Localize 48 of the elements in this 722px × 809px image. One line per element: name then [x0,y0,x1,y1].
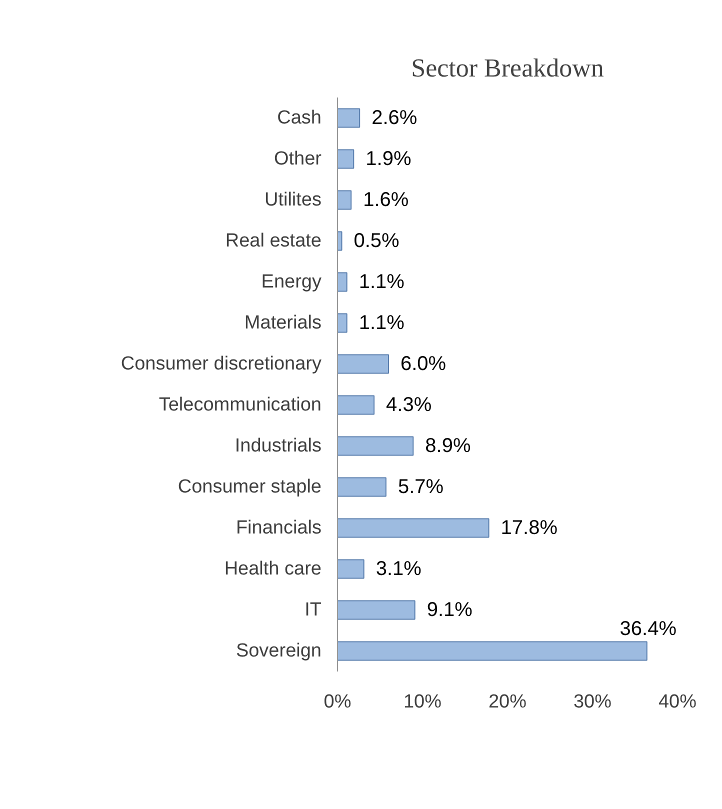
data-label: 9.1% [426,599,473,621]
bar [338,559,364,579]
y-tick-label: Real estate [225,230,322,252]
chart-title: Sector Breakdown [411,54,604,82]
bar [338,395,375,415]
bar [338,518,490,538]
bar [338,641,648,661]
bar [338,272,348,292]
data-label: 1.1% [358,271,405,293]
y-tick-label: Materials [244,312,322,334]
y-tick-label: Consumer staple [178,476,322,498]
bar [338,190,352,210]
data-label: 5.7% [398,476,444,498]
data-label: 6.0% [400,353,446,375]
x-tick-label: 0% [324,692,352,712]
y-tick-label: Cash [277,108,322,128]
data-label: 3.1% [376,558,422,580]
bar [338,600,416,620]
data-label: 0.5% [354,230,400,252]
data-label: 1.9% [366,148,412,170]
y-tick-label: Telecommunication [158,394,322,416]
data-label: 36.4% [620,618,677,640]
bar [338,313,348,333]
y-tick-label: IT [304,600,322,620]
y-tick-label: Sovereign [236,640,322,662]
data-label: 1.1% [358,312,405,334]
y-tick-label: Energy [261,272,322,292]
data-label: 8.9% [425,435,471,457]
y-tick-label: Utilites [264,190,322,210]
bar [338,477,386,497]
y-tick-label: Industrials [234,436,322,456]
y-tick-label: Financials [236,518,322,538]
y-tick-label: Consumer discretionary [120,354,322,374]
y-tick-label: Other [274,148,322,170]
bar [338,231,342,251]
bar [338,354,389,374]
data-label: 2.6% [372,107,418,129]
bar [338,436,414,456]
x-tick-label: 10% [403,692,442,712]
x-tick-label: 20% [488,692,527,712]
x-tick-label: 30% [573,692,612,712]
bar [338,149,354,169]
bar [338,108,360,128]
x-tick-label: 40% [658,692,697,712]
data-label: 1.6% [363,189,409,211]
y-tick-label: Health care [224,558,322,580]
data-label: 4.3% [386,394,432,416]
data-label: 17.8% [500,517,558,539]
